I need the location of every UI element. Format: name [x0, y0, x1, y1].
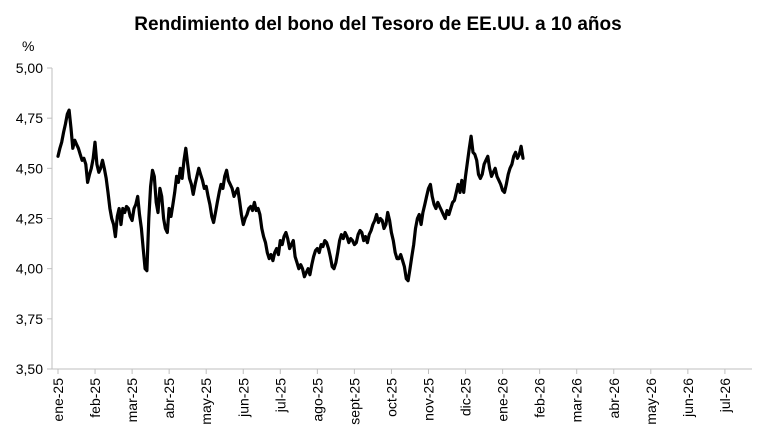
x-tick-label: feb-25 — [87, 378, 103, 418]
y-tick-label: 4,75 — [16, 110, 43, 126]
y-tick-label: 3,50 — [16, 361, 43, 377]
y-tick-label: 4,00 — [16, 261, 43, 277]
series-group — [56, 108, 525, 283]
x-tick-label: jun-25 — [235, 378, 251, 418]
x-axis: ene-25 feb-25 mar-25 abr-25 may-25 jun-25 jul-… — [50, 368, 752, 425]
series-line-0 — [56, 108, 525, 283]
y-axis-unit-label: % — [22, 38, 34, 54]
y-tick-label: 4,50 — [16, 160, 43, 176]
x-tick-label: mar-26 — [569, 378, 585, 423]
y-axis: 5,00 4,75 4,50 4,25 4,00 3,75 3,50 — [16, 60, 53, 377]
x-tick-label: mar-25 — [124, 378, 140, 423]
x-tick-label: sept-25 — [346, 378, 362, 425]
y-tick-label: 4,25 — [16, 211, 43, 227]
x-tick-label: dic-25 — [458, 378, 474, 416]
chart-title: Rendimiento del bono del Tesoro de EE.UU… — [134, 14, 621, 35]
y-tick-label: 3,75 — [16, 311, 43, 327]
x-tick-label: jul-25 — [272, 378, 288, 413]
x-tick-label: jul-26 — [717, 378, 733, 413]
x-tick-label: abr-26 — [606, 378, 622, 419]
x-tick-label: ago-25 — [309, 378, 325, 422]
x-tick-label: jun-26 — [680, 378, 696, 418]
y-tick-label: 5,00 — [16, 60, 43, 76]
x-tick-label: nov-25 — [421, 378, 437, 421]
x-tick-label: ene-25 — [50, 378, 66, 422]
x-tick-label: oct-25 — [383, 378, 399, 417]
x-tick-label: feb-26 — [532, 378, 548, 418]
x-tick-label: abr-25 — [161, 378, 177, 419]
x-tick-label: may-25 — [198, 378, 214, 425]
x-tick-label: may-26 — [643, 378, 659, 425]
x-tick-label: ene-26 — [495, 378, 511, 422]
